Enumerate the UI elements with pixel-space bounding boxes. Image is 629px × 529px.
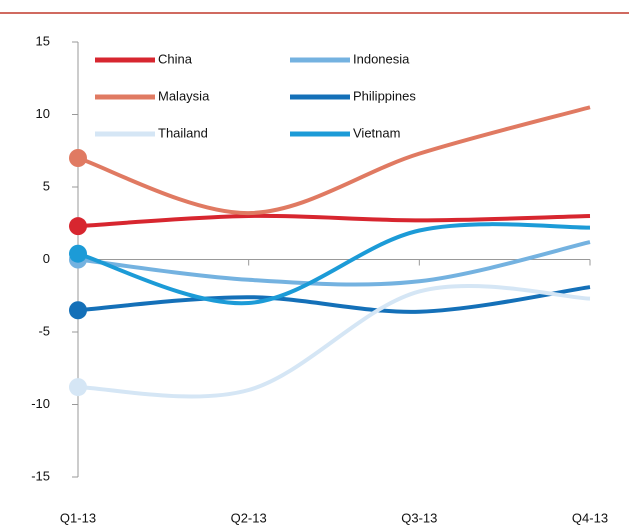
legend-label: Malaysia (158, 88, 210, 103)
series-line (77, 283, 591, 399)
series-line (77, 285, 591, 314)
marker (69, 378, 87, 397)
y-tick-label: 15 (36, 33, 50, 48)
y-tick-label: 5 (43, 178, 50, 193)
series-line (77, 222, 591, 306)
legend-label: China (158, 51, 193, 66)
x-tick-label: Q3-13 (401, 510, 437, 525)
series-line (77, 240, 591, 287)
marker (69, 149, 87, 167)
y-tick-label: -15 (31, 468, 50, 483)
legend-label: Thailand (158, 125, 208, 140)
series-line (77, 213, 591, 229)
series-line (77, 105, 591, 216)
y-tick-label: -5 (38, 323, 50, 338)
legend-label: Vietnam (353, 125, 400, 140)
y-tick-label: 0 (43, 251, 50, 266)
x-tick-label: Q1-13 (60, 510, 96, 525)
y-tick-label: -10 (31, 396, 50, 411)
x-tick-label: Q2-13 (231, 510, 267, 525)
marker (69, 217, 87, 236)
legend-label: Indonesia (353, 51, 410, 66)
marker (69, 301, 87, 320)
x-tick-label: Q4-13 (572, 510, 608, 525)
legend-label: Philippines (353, 88, 416, 103)
y-tick-label: 10 (36, 106, 50, 121)
marker (69, 244, 87, 263)
